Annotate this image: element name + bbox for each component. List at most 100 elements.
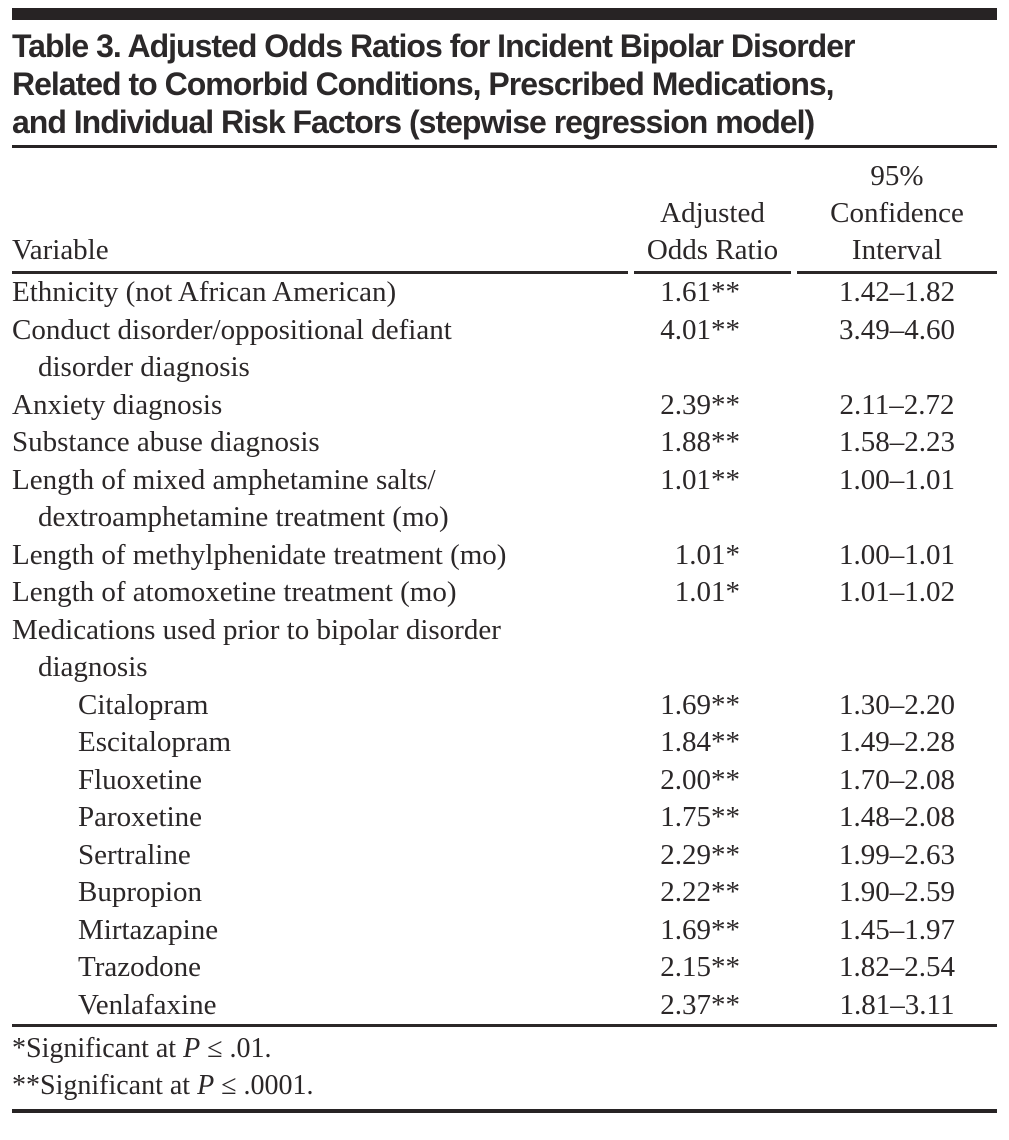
footnote-text: **Significant at xyxy=(12,1070,198,1101)
table-row: Fluoxetine 2.00** 1.70–2.08 xyxy=(12,762,997,800)
table-row: Bupropion 2.22** 1.90–2.59 xyxy=(12,874,997,912)
adjusted-odds-ratio-cell: 1.01** xyxy=(660,463,740,496)
table-row: Length of methylphenidate treatment (mo)… xyxy=(12,537,997,575)
table-row: Conduct disorder/oppositional defiant 4.0… xyxy=(12,312,997,350)
table-body: Ethnicity (not African American) 1.61** 1.… xyxy=(12,274,997,1027)
confidence-interval-cell: 1.81–3.11 xyxy=(839,988,955,1021)
adjusted-odds-ratio-cell: 1.75** xyxy=(660,801,740,833)
variable-cell: disorder diagnosis xyxy=(38,351,250,383)
confidence-interval-cell: 1.70–2.08 xyxy=(839,763,955,796)
variable-cell: dextroamphetamine treatment (mo) xyxy=(38,501,449,533)
variable-cell: Substance abuse diagnosis xyxy=(12,426,320,458)
confidence-interval-cell: 1.30–2.20 xyxy=(839,688,955,721)
header-line: 95% xyxy=(870,160,924,192)
variable-cell: Ethnicity (not African American) xyxy=(12,276,397,308)
p-symbol: P xyxy=(197,1070,215,1101)
header-line: Adjusted xyxy=(660,197,765,229)
confidence-interval-cell: 1.01–1.02 xyxy=(839,576,955,608)
variable-cell: Fluoxetine xyxy=(78,763,203,796)
confidence-interval-cell: 1.45–1.97 xyxy=(839,913,955,946)
adjusted-odds-ratio-cell xyxy=(634,499,791,537)
table-row: disorder diagnosis xyxy=(12,349,997,387)
adjusted-odds-ratio-cell: 1.01* xyxy=(674,538,740,571)
confidence-interval-cell: 1.90–2.59 xyxy=(839,876,955,908)
variable-cell: Paroxetine xyxy=(78,801,203,833)
adjusted-odds-ratio-cell: 2.39** xyxy=(660,388,740,421)
footnote-text: *Significant at xyxy=(12,1033,184,1064)
variable-cell: Trazodone xyxy=(78,951,201,983)
table-row: Trazodone 2.15** 1.82–2.54 xyxy=(12,949,997,987)
table-title-line-2: Related to Comorbid Conditions, Prescrib… xyxy=(12,66,835,102)
variable-cell: Anxiety diagnosis xyxy=(12,388,223,421)
title-divider-rule xyxy=(12,145,997,148)
header-line: Interval xyxy=(851,234,943,266)
table-row: Mirtazapine 1.69** 1.45–1.97 xyxy=(12,912,997,950)
table-row: Ethnicity (not African American) 1.61** 1.… xyxy=(12,274,997,312)
variable-cell: diagnosis xyxy=(38,651,148,683)
adjusted-odds-ratio-cell: 2.29** xyxy=(660,838,740,871)
confidence-interval-cell: 1.42–1.82 xyxy=(839,276,955,308)
footnote-text: ≤ .0001. xyxy=(214,1070,314,1101)
adjusted-odds-ratio-cell: 2.00** xyxy=(660,763,740,796)
confidence-interval-cell: 1.49–2.28 xyxy=(839,726,955,758)
bottom-rule-bar xyxy=(12,1109,997,1113)
top-rule-bar xyxy=(12,8,997,20)
header-line: Confidence xyxy=(830,197,964,229)
header-line: Odds Ratio xyxy=(646,234,779,266)
footnote-significant-0001: **Significant at P ≤ .0001. xyxy=(12,1067,997,1104)
table-row: Length of atomoxetine treatment (mo) 1.01… xyxy=(12,574,997,612)
confidence-interval-cell xyxy=(797,612,997,650)
confidence-interval-cell xyxy=(797,649,997,687)
adjusted-odds-ratio-cell: 1.88** xyxy=(660,426,740,458)
table-row: Venlafaxine 2.37** 1.81–3.11 xyxy=(12,987,997,1025)
adjusted-odds-ratio-cell: 1.84** xyxy=(660,726,740,758)
variable-cell: Citalopram xyxy=(78,688,209,721)
footnotes: *Significant at P ≤ .01. **Significant a… xyxy=(12,1027,997,1104)
column-header-variable: Variable xyxy=(12,232,628,274)
variable-cell: Escitalopram xyxy=(78,726,232,758)
table-row: Length of mixed amphetamine salts/1.01**… xyxy=(12,462,997,500)
p-symbol: P xyxy=(183,1033,201,1064)
table-title: Table 3. Adjusted Odds Ratios for Incide… xyxy=(12,27,997,141)
adjusted-odds-ratio-cell xyxy=(634,349,791,387)
confidence-interval-cell: 3.49–4.60 xyxy=(839,313,955,346)
variable-cell: Medications used prior to bipolar disord… xyxy=(12,613,501,646)
adjusted-odds-ratio-cell xyxy=(634,649,791,687)
paper-table-page: Table 3. Adjusted Odds Ratios for Incide… xyxy=(0,8,1009,1113)
variable-cell: Length of methylphenidate treatment (mo) xyxy=(12,538,507,571)
table-row: Anxiety diagnosis 2.39** 2.11–2.72 xyxy=(12,387,997,425)
confidence-interval-cell: 1.99–2.63 xyxy=(839,838,955,871)
adjusted-odds-ratio-cell: 2.37** xyxy=(660,988,740,1021)
table-row: Medications used prior to bipolar disord… xyxy=(12,612,997,650)
adjusted-odds-ratio-cell: 1.61** xyxy=(660,276,740,308)
variable-cell: Bupropion xyxy=(78,876,203,908)
confidence-interval-cell: 1.00–1.01 xyxy=(839,463,955,496)
variable-cell: Conduct disorder/oppositional defiant xyxy=(12,313,452,346)
variable-cell: Venlafaxine xyxy=(78,988,217,1021)
column-header-adjusted-odds-ratio: Adjusted Odds Ratio xyxy=(634,195,791,274)
adjusted-odds-ratio-cell xyxy=(634,612,791,650)
adjusted-odds-ratio-cell: 4.01** xyxy=(660,313,740,346)
adjusted-odds-ratio-cell: 1.69** xyxy=(660,913,740,946)
variable-cell: Length of atomoxetine treatment (mo) xyxy=(12,576,457,608)
confidence-interval-cell: 2.11–2.72 xyxy=(839,388,955,421)
table-row: Sertraline 2.29** 1.99–2.63 xyxy=(12,837,997,875)
confidence-interval-cell xyxy=(797,349,997,387)
column-header-confidence-interval: 95% Confidence Interval xyxy=(797,158,997,274)
adjusted-odds-ratio-cell: 1.69** xyxy=(660,688,740,721)
variable-cell: Length of mixed amphetamine salts/ xyxy=(12,463,436,496)
adjusted-odds-ratio-cell: 2.15** xyxy=(660,951,740,983)
table-title-line-1: Table 3. Adjusted Odds Ratios for Incide… xyxy=(12,28,855,64)
table-title-line-3: and Individual Risk Factors (stepwise re… xyxy=(12,104,815,140)
table-row: Substance abuse diagnosis 1.88** 1.58–2.23 xyxy=(12,424,997,462)
confidence-interval-cell: 1.48–2.08 xyxy=(839,801,955,833)
table-row: dextroamphetamine treatment (mo) xyxy=(12,499,997,537)
footnote-significant-01: *Significant at P ≤ .01. xyxy=(12,1030,997,1067)
table-row: Citalopram 1.69** 1.30–2.20 xyxy=(12,687,997,725)
variable-cell: Mirtazapine xyxy=(78,913,219,946)
confidence-interval-cell: 1.58–2.23 xyxy=(839,426,955,458)
table-header-row: Variable Adjusted Odds Ratio 95% Confide… xyxy=(12,158,997,274)
confidence-interval-cell: 1.00–1.01 xyxy=(839,538,955,571)
footnote-text: ≤ .01. xyxy=(200,1033,272,1064)
adjusted-odds-ratio-cell: 2.22** xyxy=(660,876,740,908)
